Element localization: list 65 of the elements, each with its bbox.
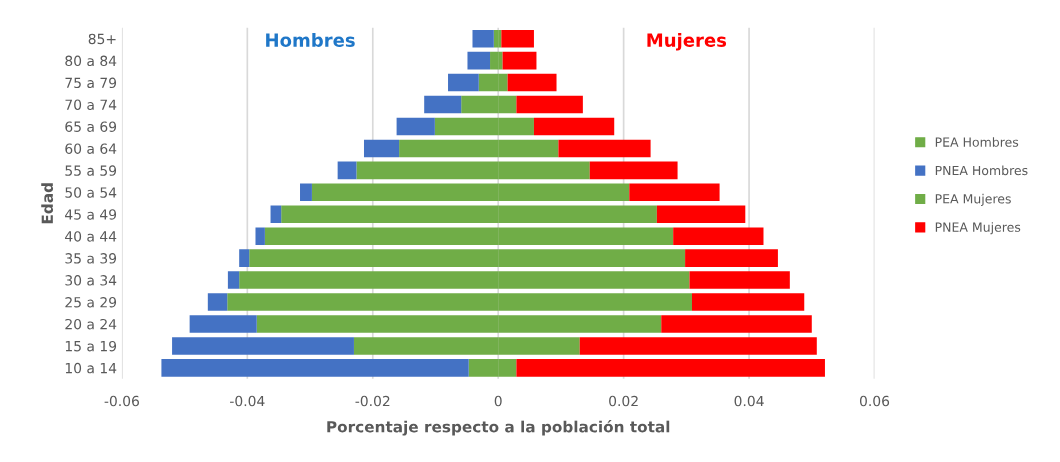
y-tick-label: 65 a 69 [65, 121, 117, 132]
y-tick-label: 75 a 79 [65, 77, 117, 89]
y-tick-label: 55 a 59 [65, 165, 117, 176]
y-tick-label: 70 a 74 [65, 99, 117, 110]
bar [656, 205, 746, 224]
bar [691, 293, 805, 311]
bar [673, 227, 764, 245]
y-tick-label: 20 a 24 [65, 318, 117, 330]
y-tick-label: 35 a 39 [65, 253, 117, 264]
x-tick-label: -0.02 [355, 395, 390, 407]
bar [516, 359, 825, 377]
y-tick-label: 15 a 19 [65, 340, 117, 352]
bar [227, 271, 240, 289]
legend-label: PEA Mujeres [935, 193, 1011, 206]
bar [300, 183, 312, 202]
bar [467, 51, 491, 70]
bar [502, 51, 537, 70]
x-tick-label: 0.02 [609, 395, 638, 407]
bar [579, 337, 817, 355]
y-tick-label: 60 a 64 [65, 143, 117, 154]
bar [498, 29, 502, 48]
x-tick-label: 0.06 [859, 395, 890, 407]
bar [363, 139, 400, 158]
y-tick-label: 50 a 54 [65, 187, 117, 198]
x-tick-label: 0.04 [734, 395, 764, 407]
bar [661, 315, 812, 333]
y-tick-label: 45 a 49 [65, 209, 117, 220]
y-tick-label: 80 a 84 [65, 55, 117, 67]
bar [685, 249, 778, 267]
y-tick-label: 85+ [88, 33, 116, 45]
bar [255, 227, 265, 245]
bar [207, 293, 228, 311]
bar [589, 161, 678, 180]
bar [490, 51, 499, 70]
legend-label: PEA Hombres [935, 137, 1019, 147]
bar [239, 249, 250, 267]
x-tick-label: -0.04 [230, 395, 265, 407]
bar [396, 117, 435, 136]
bar [516, 95, 583, 114]
legend-label: PNEA Hombres [935, 165, 1028, 176]
bar [424, 95, 462, 114]
x-axis-title: Porcentaje respecto a la población total [327, 420, 670, 436]
x-tick-label: 0 [494, 395, 502, 407]
bar [507, 73, 557, 92]
bar [629, 183, 720, 202]
y-tick-label: 10 a 14 [65, 362, 117, 374]
bar [472, 29, 494, 48]
y-tick-label: 30 a 34 [65, 275, 117, 286]
bar [161, 359, 469, 377]
bar [270, 205, 282, 224]
x-tick-label: -0.06 [104, 395, 139, 407]
bar [689, 271, 790, 289]
y-tick-label: 40 a 44 [65, 231, 117, 242]
bar [501, 29, 534, 48]
annotation: Mujeres [647, 32, 727, 51]
legend-label: PNEA Mujeres [935, 222, 1021, 235]
bar [558, 139, 651, 158]
y-tick-label: 25 a 29 [65, 297, 117, 308]
bar [533, 117, 615, 136]
bar [448, 73, 479, 92]
y-axis-title: Edad [41, 183, 54, 224]
bar [189, 315, 257, 333]
bar [337, 161, 357, 180]
annotation: Hombres [266, 32, 355, 47]
bar [172, 337, 354, 355]
